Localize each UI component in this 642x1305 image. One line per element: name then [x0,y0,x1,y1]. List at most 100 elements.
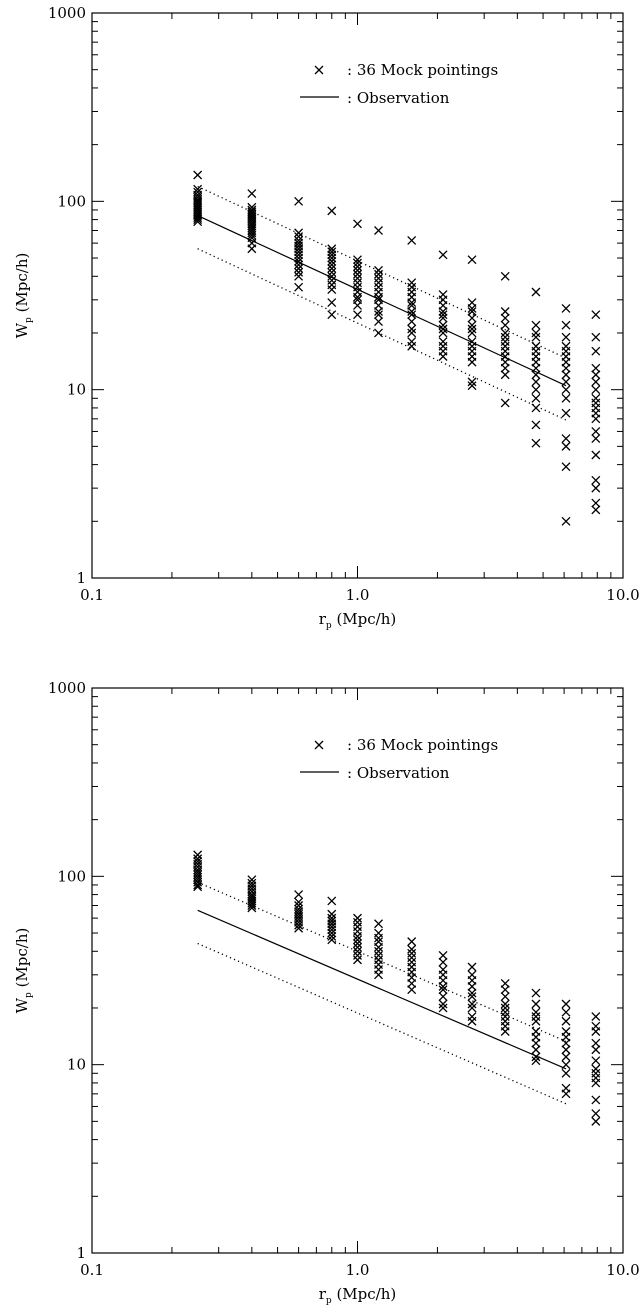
mock-point [407,937,417,947]
mock-point [407,978,417,988]
mock-point [561,1016,571,1026]
mock-point [500,363,510,373]
mock-point [500,992,510,1001]
mock-point [531,1012,541,1022]
mock-point [193,880,203,890]
mock-point [438,999,448,1009]
mock-point [327,264,337,273]
legend-label-mock: : 36 Mock pointings [347,736,498,754]
mock-point [353,265,362,275]
mock-point [591,414,601,424]
mock-point [294,260,304,270]
mock-point [407,948,417,958]
mock-point [294,923,304,933]
mock-point [327,267,337,277]
mock-point [561,332,571,342]
mock-point [561,1007,571,1017]
mock-point [374,317,383,327]
mock-point [407,985,417,995]
mock-point [407,944,417,954]
mock-point [561,1038,571,1048]
x-tick-label: 1.0 [346,1261,370,1279]
observation-bound-line [197,185,567,359]
mock-point [353,913,362,923]
mock-point [561,408,571,418]
mock-point [467,328,477,338]
mock-point [353,922,362,932]
mock-point [374,328,383,338]
mock-point [500,320,510,330]
mock-point [561,1068,571,1078]
mock-point [561,363,571,373]
mock-point [247,890,257,900]
legend: : 36 Mock pointings : Observation [300,736,498,782]
mock-point [467,303,477,313]
mock-point [327,925,337,935]
mock-point [467,313,477,323]
mock-point [591,434,601,444]
mock-point [374,307,383,316]
x-axis-label: rp (Mpc/h) [319,1285,397,1305]
y-tick-label: 10 [67,1056,86,1074]
mock-point [407,298,417,308]
mock-point [438,951,448,960]
mock-point [591,1116,601,1126]
mock-point [247,230,257,240]
mock-point [438,352,448,361]
mock-point [531,332,541,342]
mock-point [247,892,257,902]
mock-point [531,393,541,403]
mock-point [591,475,601,485]
mock-point [438,957,448,967]
mock-point [327,206,337,216]
mock-point [531,370,541,380]
mock-point [500,271,510,281]
mock-point [407,341,417,351]
mock-point [438,1003,448,1013]
mock-point [531,1056,541,1066]
mock-point [374,933,383,943]
mock-point [591,1045,601,1055]
mock-point [294,264,304,273]
mock-point [327,260,337,270]
mock-point [374,265,383,275]
mock-point [531,328,541,338]
y-tick-label: 1 [76,569,86,587]
x-tick-label: 0.1 [80,586,104,604]
mock-point [531,287,541,297]
mock-point [531,988,541,998]
y-axis-label: Wp (Mpc/h) [13,928,34,1014]
mock-point [531,385,541,395]
mock-point [561,516,571,526]
x-tick-label: 10.0 [606,586,639,604]
mock-point [500,307,510,316]
mock-point [374,919,383,929]
mock-point [467,307,477,316]
mock-point [591,377,601,387]
mock-point [374,955,383,965]
mock-point [531,999,541,1009]
mock-point [193,217,203,227]
mock-point [327,253,337,263]
mock-point [591,1056,601,1066]
mock-point [193,882,203,892]
observation-bound-line [197,942,567,1105]
mock-point [353,219,362,229]
mock-point [294,890,304,900]
mock-point [327,247,337,257]
mock-point [193,170,203,180]
mock-point [353,931,362,941]
mock-point [247,903,257,913]
mock-point [561,999,571,1009]
legend-label-observation: : Observation [347,764,450,782]
y-axis-label: Wp (Mpc/h) [13,253,34,339]
mock-point [327,928,337,938]
mock-point [353,951,362,960]
mock-point [500,985,510,995]
mock-point [247,215,257,225]
mock-point [561,370,571,380]
mock-point [294,282,304,292]
mock-point [353,269,362,279]
mock-point [591,370,601,380]
mock-point [374,269,383,279]
